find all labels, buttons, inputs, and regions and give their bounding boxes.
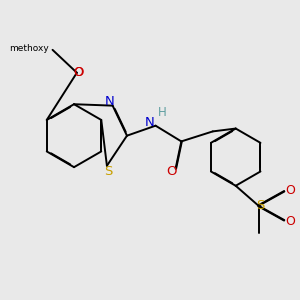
Text: N: N [105, 95, 115, 108]
Text: O: O [285, 184, 295, 196]
Text: methoxy: methoxy [9, 44, 49, 53]
Text: O: O [166, 165, 177, 178]
Text: S: S [256, 199, 264, 212]
Text: N: N [144, 116, 154, 129]
Text: H: H [158, 106, 167, 119]
Text: O: O [285, 215, 295, 228]
Text: S: S [104, 165, 112, 178]
Text: O: O [73, 66, 84, 79]
Text: O: O [74, 66, 83, 79]
